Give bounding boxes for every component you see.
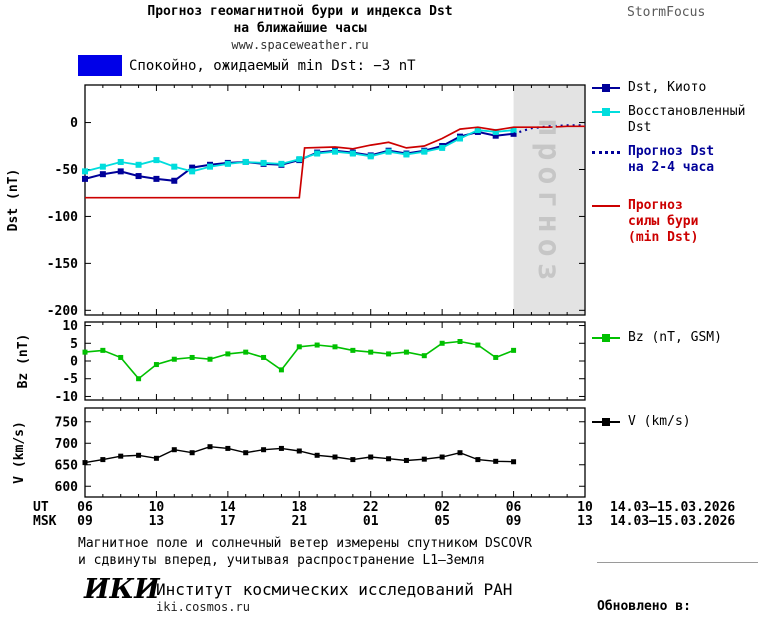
msk-tick-label: 05 (434, 514, 450, 529)
msk-tick-label: 09 (77, 514, 93, 529)
dst-ytick-label: -200 (47, 304, 78, 319)
ut-tick-label: 06 (506, 500, 522, 515)
msk-row-label: MSK (33, 514, 57, 529)
legend-label: Bz (nT, GSM) (628, 330, 722, 345)
forecast-storm-legend-marker (592, 200, 620, 212)
bz-chart: 10 5 0 -5 -10 (55, 319, 586, 405)
bz-ytick-label: 10 (62, 319, 78, 334)
ut-date-range: 14.03–15.03.2026 (610, 500, 735, 515)
legend-label: силы бури (628, 214, 699, 229)
msk-tick-label: 13 (149, 514, 165, 529)
spaceweather-link[interactable]: www.spaceweather.ru (231, 38, 369, 52)
legend-bz: Bz (nT, GSM) (592, 330, 722, 346)
legend-v: V (km/s) (592, 414, 691, 430)
ut-row-label: UT (33, 500, 49, 515)
msk-tick-label: 09 (506, 514, 522, 529)
forecast-region (513, 85, 585, 315)
legend-label: Восстановленный (628, 104, 746, 119)
ut-tick-label: 10 (577, 500, 593, 515)
ut-tick-label: 14 (220, 500, 236, 515)
page-subtitle: на ближайшие часы (233, 21, 367, 36)
msk-date-range: 14.03–15.03.2026 (610, 514, 735, 529)
v-ytick-label: 750 (55, 415, 79, 430)
legend-dst-kyoto: Dst, Киото (592, 80, 706, 96)
forecast-region-label: прогноз (531, 118, 566, 287)
legend-label: Прогноз (628, 198, 683, 213)
status-swatch (78, 55, 122, 76)
bz-ytick-label: 0 (70, 355, 78, 370)
msk-tick-label: 01 (363, 514, 379, 529)
legend-forecast-dst: Прогноз Dst на 2-4 часа (592, 144, 714, 176)
msk-tick-label: 21 (291, 514, 307, 529)
bz-ytick-label: -10 (55, 390, 79, 405)
dst-axis-label: Dst (nT) (6, 168, 21, 232)
footnote-line2: и сдвинуты вперед, учитывая распростране… (78, 553, 485, 568)
iki-site-link[interactable]: iki.cosmos.ru (156, 600, 250, 614)
msk-tick-label: 13 (577, 514, 593, 529)
v-ytick-label: 600 (55, 480, 79, 495)
updated-label: Обновлено в: (597, 599, 691, 614)
v-chart: 750 700 650 600 (55, 407, 586, 498)
v-axis-label: V (km/s) (12, 421, 27, 484)
status-text: Спокойно, ожидаемый min Dst: −3 nT (129, 58, 416, 74)
ut-tick-label: 06 (77, 500, 93, 515)
legend-label: V (km/s) (628, 414, 691, 429)
dst-ytick-label: -150 (47, 257, 78, 272)
restored-dst-legend-marker (592, 106, 620, 118)
dst-series-3 (85, 125, 585, 199)
v-ytick-label: 650 (55, 458, 79, 473)
msk-tick-label: 17 (220, 514, 236, 529)
dst-ytick-label: -50 (55, 163, 79, 178)
x-axis-labels: UTMSK0609101314171821220102050609101314.… (33, 500, 735, 529)
dst-series-2 (513, 124, 585, 135)
brand-label: StormFocus (627, 5, 706, 20)
legend-label: (min Dst) (628, 230, 699, 245)
dst-chart: 0 -50 -100 -150 -200 (47, 84, 586, 319)
ut-tick-label: 10 (149, 500, 165, 515)
v-legend-marker (592, 416, 620, 428)
page-title: Прогноз геомагнитной бури и индекса Dst (147, 4, 453, 19)
legend-label: Dst, Киото (628, 80, 707, 95)
iki-logo: ИКИ (84, 574, 160, 605)
legend-restored-dst: Восстановленный Dst (592, 104, 745, 136)
dst-ytick-label: -100 (47, 210, 78, 225)
bz-axis-label: Bz (nT) (16, 333, 31, 389)
legend-forecast-storm: Прогноз силы бури (min Dst) (592, 198, 698, 246)
legend-label: Dst (628, 120, 652, 135)
v-ytick-label: 700 (55, 437, 79, 452)
bz-ytick-label: -5 (62, 372, 78, 387)
updated-block: Обновлено в: UT 06:05, 15.03.2026 MSK 09… (597, 562, 758, 620)
ut-tick-label: 22 (363, 500, 379, 515)
legend-label: на 2-4 часа (628, 160, 715, 175)
bz-legend-marker (592, 332, 620, 344)
ut-tick-label: 02 (434, 500, 450, 515)
dst-ytick-label: 0 (70, 116, 78, 131)
forecast-dst-legend-marker (592, 146, 620, 158)
institute-name: Институт космических исследований РАН (156, 580, 513, 599)
dst-series-1 (84, 129, 514, 173)
legend-label: Прогноз Dst (628, 144, 715, 159)
dst-kyoto-legend-marker (592, 82, 620, 94)
footnote-line1: Магнитное поле и солнечный ветер измерен… (78, 536, 532, 551)
bz-ytick-label: 5 (70, 337, 78, 352)
ut-tick-label: 18 (291, 500, 307, 515)
